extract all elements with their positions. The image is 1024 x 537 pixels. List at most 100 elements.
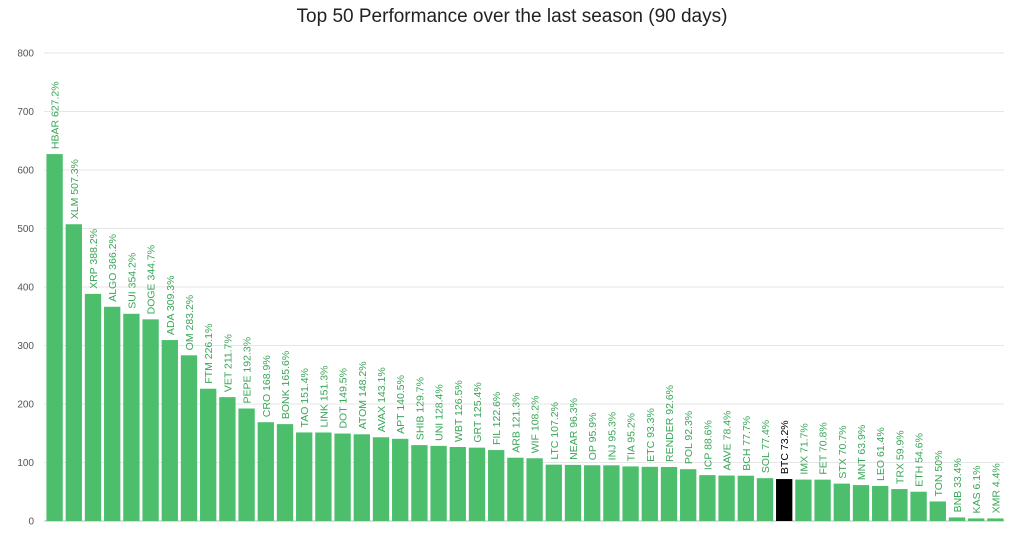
bar-arb[interactable] bbox=[507, 457, 524, 521]
data-label-icp: ICP 88.6% bbox=[702, 420, 714, 470]
data-label-wbt: WBT 126.5% bbox=[453, 380, 465, 442]
data-label-atom: ATOM 148.2% bbox=[357, 361, 369, 429]
data-label-sol: SOL 77.4% bbox=[760, 420, 772, 473]
data-label-wif: WIF 108.2% bbox=[530, 396, 542, 454]
bar-apt[interactable] bbox=[392, 438, 409, 521]
bar-btc[interactable] bbox=[776, 479, 793, 521]
bar-grt[interactable] bbox=[468, 447, 486, 521]
bar-hbar[interactable] bbox=[46, 154, 63, 521]
bar-tao[interactable] bbox=[296, 432, 313, 521]
data-label-ltc: LTC 107.2% bbox=[549, 402, 561, 460]
bar-om[interactable] bbox=[180, 355, 198, 521]
data-label-uni: UNI 128.4% bbox=[434, 384, 446, 441]
bar-bch[interactable] bbox=[737, 475, 754, 521]
bar-sui[interactable] bbox=[123, 313, 140, 521]
data-label-cro: CRO 168.9% bbox=[261, 355, 273, 417]
data-label-etc: ETC 93.3% bbox=[645, 408, 657, 462]
bar-ftm[interactable] bbox=[200, 388, 217, 521]
bar-icp[interactable] bbox=[699, 475, 716, 521]
data-label-bch: BCH 77.7% bbox=[741, 416, 753, 471]
bar-ton[interactable] bbox=[929, 501, 946, 521]
bar-shib[interactable] bbox=[411, 445, 428, 521]
bar-trx[interactable] bbox=[891, 489, 908, 521]
y-tick-label: 500 bbox=[17, 224, 34, 235]
bar-cro[interactable] bbox=[257, 422, 274, 521]
bar-imx[interactable] bbox=[795, 479, 812, 521]
bar-wbt[interactable] bbox=[449, 446, 466, 521]
data-label-aave: AAVE 78.4% bbox=[722, 411, 734, 471]
data-label-grt: GRT 125.4% bbox=[472, 382, 484, 442]
bar-inj[interactable] bbox=[603, 465, 620, 521]
data-label-sui: SUI 354.2% bbox=[126, 253, 138, 309]
data-label-fet: FET 70.8% bbox=[818, 422, 830, 474]
data-label-tia: TIA 95.2% bbox=[626, 413, 638, 461]
bar-tia[interactable] bbox=[622, 466, 639, 521]
data-label-ada: ADA 309.3% bbox=[165, 276, 177, 336]
bar-ada[interactable] bbox=[161, 340, 178, 521]
bar-xlm[interactable] bbox=[65, 224, 82, 522]
bar-dot[interactable] bbox=[334, 433, 351, 521]
bar-mnt[interactable] bbox=[852, 485, 870, 521]
bar-uni[interactable] bbox=[430, 445, 447, 521]
data-label-pol: POL 92.3% bbox=[683, 411, 695, 464]
data-label-apt: APT 140.5% bbox=[395, 375, 407, 434]
data-label-doge: DOGE 344.7% bbox=[146, 245, 158, 314]
data-label-tao: TAO 151.4% bbox=[299, 368, 311, 427]
data-label-op: OP 95.9% bbox=[587, 413, 599, 461]
y-tick-label: 200 bbox=[17, 400, 34, 411]
data-label-avax: AVAX 143.1% bbox=[376, 367, 388, 432]
bar-bnb[interactable] bbox=[948, 517, 966, 521]
bar-fet[interactable] bbox=[814, 479, 831, 521]
data-label-link: LINK 151.3% bbox=[318, 366, 330, 428]
bar-doge[interactable] bbox=[142, 319, 159, 521]
bar-op[interactable] bbox=[584, 465, 601, 521]
bar-etc[interactable] bbox=[641, 466, 658, 521]
data-label-shib: SHIB 129.7% bbox=[414, 377, 426, 440]
bar-leo[interactable] bbox=[872, 485, 889, 521]
data-label-xrp: XRP 388.2% bbox=[88, 229, 100, 289]
data-label-trx: TRX 59.9% bbox=[894, 430, 906, 484]
bar-fil[interactable] bbox=[488, 450, 505, 521]
bar-aave[interactable] bbox=[718, 475, 735, 521]
bar-vet[interactable] bbox=[219, 397, 236, 521]
bar-kas[interactable] bbox=[968, 518, 985, 521]
data-label-algo: ALGO 366.2% bbox=[107, 234, 119, 302]
data-label-dot: DOT 149.5% bbox=[338, 368, 350, 429]
data-label-bonk: BONK 165.6% bbox=[280, 351, 292, 419]
bar-xrp[interactable] bbox=[84, 293, 102, 521]
y-axis-ticks: 0 100 200 300 400 500 600 700 800 bbox=[17, 49, 34, 528]
data-label-xlm: XLM 507.3% bbox=[69, 159, 81, 219]
data-label-render: RENDER 92.6% bbox=[664, 385, 676, 462]
data-label-imx: IMX 71.7% bbox=[798, 423, 810, 474]
data-labels: HBAR 627.2% XLM 507.3% XRP 388.2% ALGO 366.… bbox=[50, 81, 1003, 513]
data-label-inj: INJ 95.3% bbox=[606, 412, 618, 460]
bar-ltc[interactable] bbox=[545, 464, 562, 521]
bar-pol[interactable] bbox=[680, 469, 697, 521]
data-label-vet: VET 211.7% bbox=[222, 334, 234, 392]
bar-link[interactable] bbox=[315, 432, 332, 521]
y-tick-label: 400 bbox=[17, 283, 34, 294]
data-label-kas: KAS 6.1% bbox=[971, 466, 983, 514]
bar-sol[interactable] bbox=[756, 478, 774, 521]
bar-atom[interactable] bbox=[353, 434, 370, 521]
data-label-om: OM 283.2% bbox=[184, 295, 196, 350]
bar-eth[interactable] bbox=[910, 491, 927, 521]
bar-xmr[interactable] bbox=[987, 518, 1004, 521]
data-label-arb: ARB 121.3% bbox=[510, 393, 522, 453]
bar-stx[interactable] bbox=[833, 483, 850, 521]
data-label-eth: ETH 54.6% bbox=[914, 433, 926, 487]
bar-pepe[interactable] bbox=[238, 408, 255, 521]
y-tick-label: 800 bbox=[17, 49, 34, 60]
bar-near[interactable] bbox=[564, 464, 582, 521]
bar-bonk[interactable] bbox=[276, 424, 294, 521]
bar-algo[interactable] bbox=[104, 306, 121, 521]
bar-render[interactable] bbox=[660, 467, 678, 521]
bar-wif[interactable] bbox=[526, 458, 543, 521]
data-label-fil: FIL 122.6% bbox=[491, 392, 503, 445]
data-label-leo: LEO 61.4% bbox=[875, 427, 887, 481]
data-label-ton: TON 50% bbox=[933, 451, 945, 497]
chart-title: Top 50 Performance over the last season … bbox=[296, 6, 728, 27]
bar-avax[interactable] bbox=[372, 437, 390, 521]
